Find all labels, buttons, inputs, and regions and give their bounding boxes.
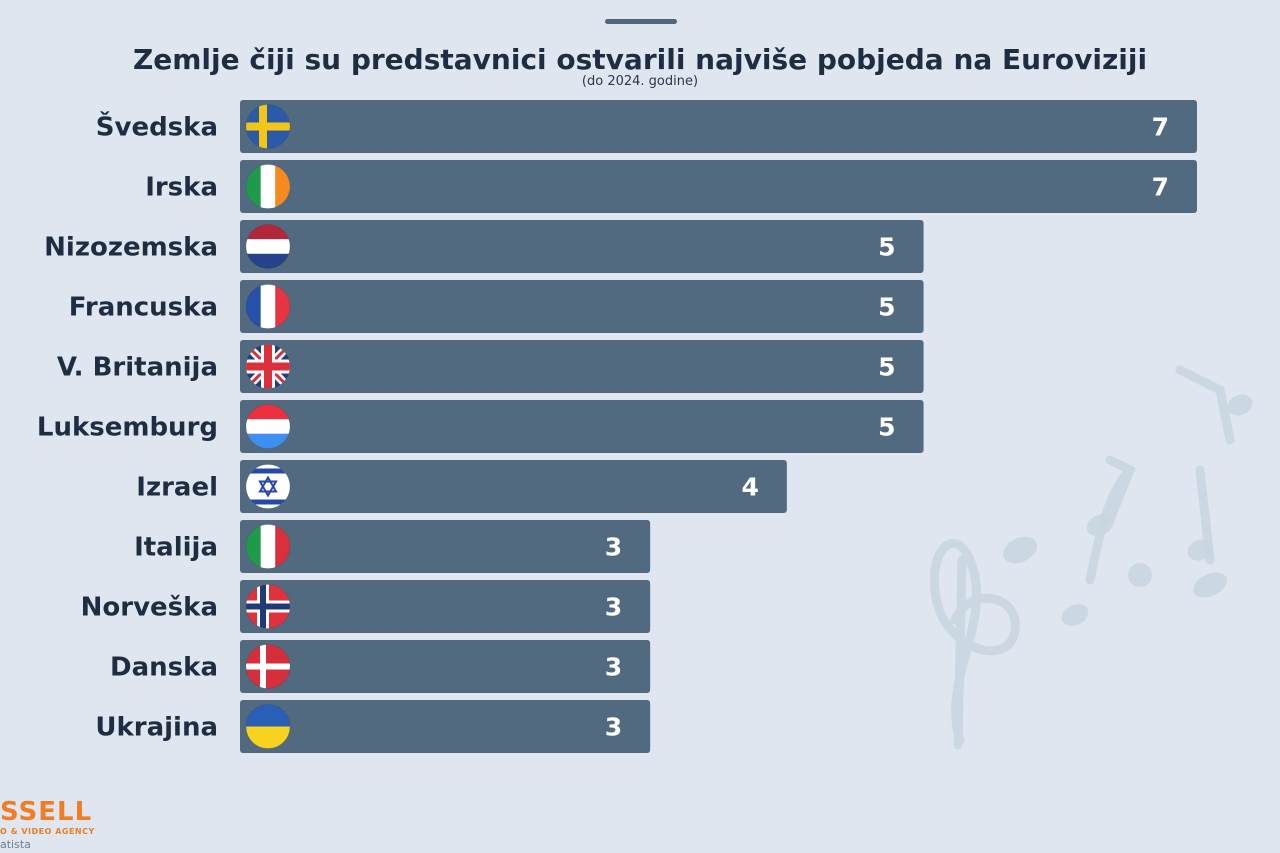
italy-flag-icon [246, 524, 290, 569]
bar [240, 160, 1197, 213]
chart-subtitle: (do 2024. godine) [581, 74, 699, 89]
bar-row: Izrael 4 [136, 460, 787, 513]
bar [240, 100, 1197, 153]
category-label: Nizozemska [44, 233, 218, 263]
value-label: 3 [605, 593, 622, 622]
chart-title: Zemlje čiji su predstavnici ostvarili na… [132, 43, 1148, 76]
bar-row: V. Britanija 5 [57, 340, 924, 393]
music-notes-decoration-icon [929, 365, 1253, 750]
israel-flag-icon [246, 464, 290, 509]
netherlands-flag-icon [246, 224, 290, 269]
value-label: 5 [878, 353, 895, 382]
value-label: 3 [605, 533, 622, 562]
category-label: Švedska [96, 111, 218, 143]
category-label: Danska [110, 653, 218, 683]
bar [240, 580, 651, 633]
agency-logo: SSELL [0, 797, 93, 827]
category-label: Francuska [69, 293, 218, 323]
bar-row: Danska 3 [110, 640, 651, 693]
france-flag-icon [246, 284, 290, 329]
bar-row: Francuska 5 [69, 280, 924, 333]
bar [240, 280, 924, 333]
value-label: 5 [878, 413, 895, 442]
category-label: V. Britanija [57, 353, 218, 383]
value-label: 5 [878, 233, 895, 262]
bar-row: Ukrajina 3 [95, 700, 651, 753]
bar [240, 700, 651, 753]
bar-row: Norveška 3 [81, 580, 651, 633]
sweden-flag-icon [246, 104, 290, 149]
bar [240, 640, 651, 693]
top-accent-bar [605, 19, 677, 24]
value-label: 4 [741, 473, 758, 502]
ireland-flag-icon [246, 164, 290, 209]
norway-flag-icon [246, 584, 290, 629]
bar-row: Italija 3 [134, 520, 651, 573]
value-label: 5 [878, 293, 895, 322]
value-label: 7 [1152, 113, 1169, 142]
value-label: 7 [1152, 173, 1169, 202]
bar [240, 520, 651, 573]
category-label: Izrael [136, 473, 218, 503]
bar-row: Irska 7 [145, 160, 1197, 213]
bar [240, 220, 924, 273]
bar [240, 340, 924, 393]
agency-tagline: O & VIDEO AGENCY [0, 827, 95, 836]
bar-row: Švedska 7 [96, 100, 1197, 153]
luxembourg-flag-icon [246, 404, 290, 449]
category-label: Luksemburg [37, 413, 218, 443]
value-label: 3 [605, 653, 622, 682]
bar-row: Luksemburg 5 [37, 400, 924, 453]
category-label: Italija [134, 533, 218, 563]
bar-row: Nizozemska 5 [44, 220, 924, 273]
denmark-flag-icon [246, 644, 290, 689]
category-label: Norveška [81, 593, 218, 623]
ukraine-flag-icon [246, 704, 290, 749]
value-label: 3 [605, 713, 622, 742]
source-label: atista [0, 838, 31, 851]
bar [240, 460, 787, 513]
bar [240, 400, 924, 453]
united-kingdom-flag-icon [246, 344, 290, 389]
category-label: Ukrajina [95, 713, 218, 743]
category-label: Irska [145, 173, 218, 203]
